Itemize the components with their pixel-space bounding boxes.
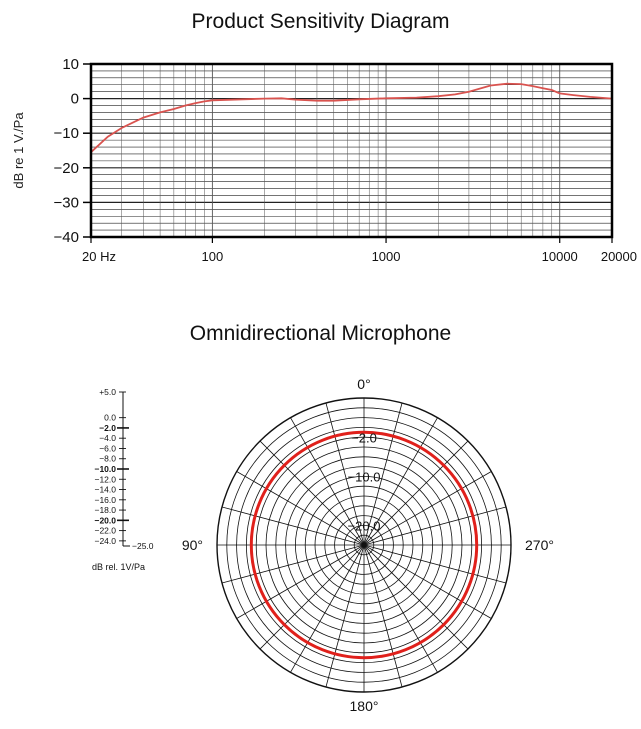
polar-spoke <box>363 417 438 546</box>
scale-tick-label: −2.0 <box>99 423 116 433</box>
y-axis-label: dB re 1 V./Pa <box>11 112 26 189</box>
polar-spoke <box>259 544 365 650</box>
scale-tick-label: +5.0 <box>99 387 116 397</box>
polar-spoke <box>236 544 365 619</box>
polar-spoke <box>363 440 469 546</box>
scale-unit-label: dB rel. 1V/Pa <box>92 562 145 572</box>
scale-tick-label: −20.0 <box>94 515 116 525</box>
polar-spoke <box>325 544 365 688</box>
polar-spoke <box>363 471 492 546</box>
sensitivity-chart-title: Product Sensitivity Diagram <box>191 10 450 33</box>
sensitivity-curve <box>90 82 613 153</box>
scale-tick-label: −24.0 <box>94 536 116 546</box>
y-tick-label: 10 <box>62 56 79 73</box>
polar-spoke <box>325 402 365 546</box>
y-tick-label: 0 <box>71 91 79 108</box>
polar-spoke <box>221 506 365 546</box>
polar-spoke <box>363 544 438 673</box>
scale-tick-label: −4.0 <box>99 433 116 443</box>
scale-tick-label: −10.0 <box>94 464 116 474</box>
polar-spoke <box>363 506 507 546</box>
scale-tick-label: −22.0 <box>94 526 116 536</box>
scale-tick-label: −12.0 <box>94 474 116 484</box>
x-tick-label: 10000 <box>542 249 578 264</box>
polar-spoke <box>259 440 365 546</box>
y-tick-label: −40 <box>54 229 79 246</box>
plot-frame <box>89 62 614 239</box>
polar-spoke <box>363 544 492 619</box>
sensitivity-chart: 100−10−20−30−40 20 Hz 100 1000 10000 20000 d… <box>11 56 637 264</box>
polar-spoke <box>363 544 469 650</box>
x-tick-label: 1000 <box>372 249 401 264</box>
polar-spoke <box>221 544 365 584</box>
scale-tick-label: −6.0 <box>99 443 116 453</box>
polar-center <box>361 542 367 548</box>
polar-pattern-curve <box>249 430 479 660</box>
polar-spoke <box>363 544 507 584</box>
polar-spoke <box>236 471 365 546</box>
x-tick-label: 100 <box>202 249 224 264</box>
scale-min-label: −25.0 <box>132 541 154 551</box>
polar-spoke <box>363 544 403 688</box>
polar-chart-title: Omnidirectional Microphone <box>189 322 452 345</box>
scale-tick-label: −14.0 <box>94 485 116 495</box>
scale-tick-label: 0.0 <box>104 413 116 423</box>
scale-tick-label: −16.0 <box>94 495 116 505</box>
polar-spoke <box>363 402 403 546</box>
ring-label: −20.0 <box>348 519 381 534</box>
polar-spoke <box>290 417 365 546</box>
angle-label: 0° <box>357 376 370 392</box>
angle-label: 270° <box>525 537 554 553</box>
scale-tick-label: −18.0 <box>94 505 116 515</box>
y-tick-label: −10 <box>54 125 79 142</box>
y-tick-label: −30 <box>54 194 79 211</box>
scale-tick-label: −8.0 <box>99 454 116 464</box>
x-tick-label: 20 Hz <box>82 249 116 264</box>
ring-label: −2.0 <box>351 430 377 445</box>
polar-spoke <box>290 544 365 673</box>
angle-label: 180° <box>350 698 379 714</box>
y-tick-label: −20 <box>54 160 79 177</box>
ring-label: −10.0 <box>348 470 381 485</box>
x-tick-label: 20000 <box>601 249 637 264</box>
angle-label: 90° <box>182 537 203 553</box>
